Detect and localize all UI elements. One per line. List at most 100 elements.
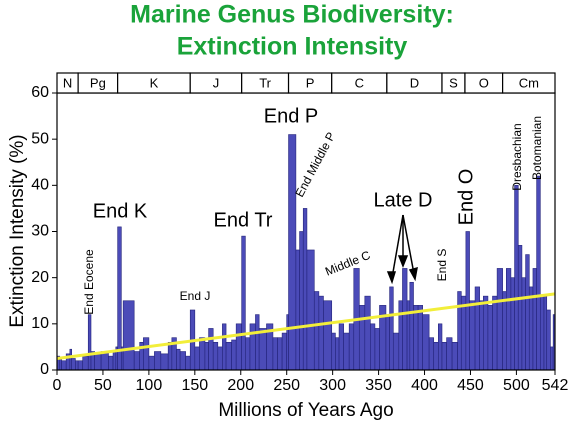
period-label: C: [355, 75, 364, 90]
x-tick-label: 400: [411, 377, 438, 394]
y-tick-label: 50: [31, 130, 49, 147]
bar: [402, 268, 408, 371]
bar: [100, 351, 109, 371]
chart-title: Marine Genus Biodiversity:: [130, 1, 454, 29]
bar: [335, 337, 340, 371]
bar: [409, 281, 414, 371]
bar: [546, 309, 551, 371]
period-label: Tr: [259, 75, 271, 90]
bar: [122, 300, 135, 371]
x-tick-label: 50: [94, 377, 112, 394]
bar: [112, 351, 117, 371]
bar: [385, 314, 390, 371]
bar: [185, 355, 191, 371]
x-tick-label: 300: [319, 377, 346, 394]
annotation: Dresbachian: [510, 123, 524, 190]
bar: [255, 314, 260, 371]
bar: [543, 295, 548, 371]
bar: [348, 323, 355, 371]
annotation: Late D: [374, 189, 433, 211]
bar: [71, 358, 76, 371]
x-tick-label: 0: [53, 377, 62, 394]
bar: [465, 231, 470, 371]
bar: [370, 323, 376, 371]
bar: [82, 355, 89, 371]
period-label: K: [150, 75, 159, 90]
bar: [225, 341, 232, 371]
bar: [433, 341, 439, 371]
x-tick-label: 500: [503, 377, 530, 394]
bar: [94, 353, 102, 371]
bar: [528, 286, 534, 371]
bar: [318, 295, 324, 371]
bar: [457, 291, 462, 371]
bar: [133, 351, 140, 371]
annotation: End O: [455, 169, 477, 226]
annotation: End Tr: [214, 209, 273, 231]
bar: [417, 305, 423, 371]
bar: [506, 268, 512, 371]
bar: [302, 208, 308, 371]
x-tick-label: 542: [542, 377, 569, 394]
bar: [258, 328, 267, 371]
bar: [143, 337, 150, 371]
bar: [160, 353, 169, 371]
bar: [217, 346, 223, 371]
bar: [479, 300, 484, 371]
bar: [364, 295, 371, 371]
bar: [167, 341, 173, 371]
bar: [422, 314, 430, 371]
bar: [525, 254, 530, 371]
bar: [331, 332, 336, 371]
y-axis-label: Extinction Intensity (%): [7, 134, 28, 327]
bar: [492, 295, 498, 371]
bar: [438, 323, 443, 371]
annotation: End Middle P: [292, 130, 338, 200]
bar: [176, 348, 181, 371]
bar: [288, 134, 297, 371]
bar: [487, 305, 493, 371]
bar: [474, 286, 480, 371]
bar: [148, 355, 155, 371]
chart-title: Extinction Intensity: [177, 33, 408, 61]
bar: [539, 295, 545, 371]
bar: [295, 249, 300, 371]
bar: [469, 300, 476, 371]
annotation: End Eocene: [82, 249, 96, 315]
period-label: S: [449, 75, 458, 90]
annotation: End J: [180, 289, 211, 303]
y-tick-label: 10: [31, 315, 49, 332]
bar: [231, 339, 237, 371]
bar: [521, 277, 526, 371]
bar: [441, 341, 447, 371]
bar: [358, 305, 366, 371]
annotation: Middle C: [323, 248, 372, 279]
bar: [117, 226, 122, 371]
bar: [550, 346, 554, 371]
x-tick-label: 350: [365, 377, 392, 394]
y-tick-label: 40: [31, 177, 49, 194]
bar: [483, 295, 489, 371]
bar: [306, 249, 315, 371]
bar: [406, 300, 411, 371]
period-label: J: [213, 75, 220, 90]
x-tick-label: 150: [181, 377, 208, 394]
annotation: End K: [93, 200, 148, 222]
y-tick-label: 0: [40, 361, 49, 378]
bar: [212, 341, 219, 371]
period-label: D: [410, 75, 419, 90]
period-box: [502, 72, 556, 94]
y-tick-label: 60: [31, 84, 49, 101]
bar: [61, 360, 67, 371]
bar: [208, 328, 214, 371]
bar: [75, 360, 79, 371]
period-label: Pg: [90, 75, 106, 90]
bar: [428, 337, 435, 371]
bar: [154, 351, 162, 371]
bar: [338, 323, 344, 371]
bar: [277, 337, 283, 371]
bar: [532, 268, 537, 371]
bar: [392, 332, 400, 371]
bar: [108, 355, 114, 371]
bar: [389, 286, 394, 371]
